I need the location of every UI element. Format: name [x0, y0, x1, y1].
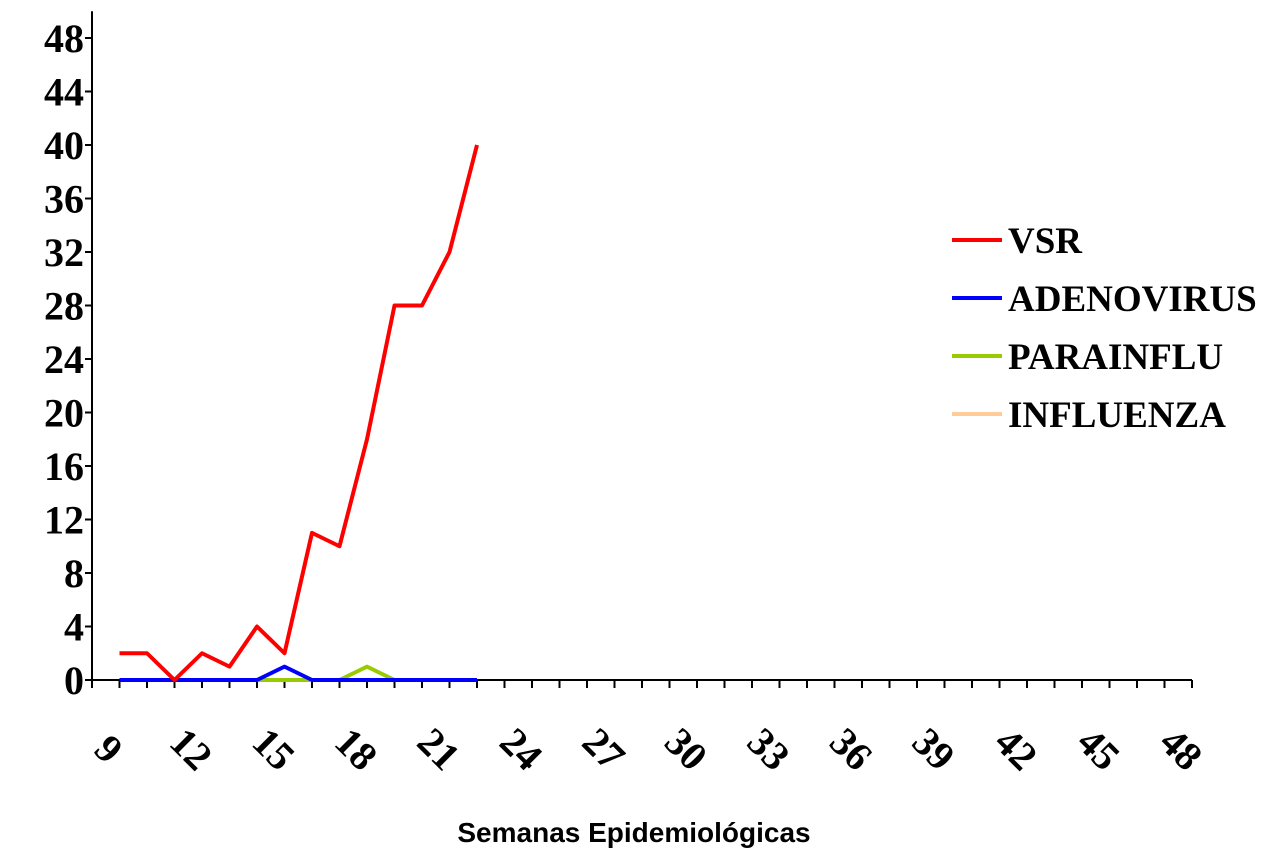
x-tick-label: 18 [326, 719, 386, 779]
x-tick-label: 12 [161, 719, 221, 779]
x-tick-label: 33 [739, 719, 799, 779]
x-axis: 9 12 15 18 21 24 27 30 33 36 39 42 45 48 [86, 679, 1211, 779]
x-tick-label: 9 [86, 726, 132, 772]
y-tick-label: 48 [44, 16, 84, 61]
y-tick-label: 0 [64, 658, 84, 703]
x-tick-label: 42 [986, 719, 1046, 779]
y-tick-label: 40 [44, 123, 84, 168]
y-tick-label: 44 [44, 70, 84, 115]
x-tick-label: 45 [1069, 719, 1129, 779]
series-lines [119, 144, 479, 682]
x-tick-label: 36 [821, 719, 881, 779]
x-tick-label: 30 [656, 719, 716, 779]
y-tick-label: 28 [44, 284, 84, 329]
y-tick-label: 8 [64, 551, 84, 596]
y-tick-label: 12 [44, 498, 84, 543]
legend-label: INFLUENZA [1008, 395, 1226, 436]
series-line-adenovirus [119, 664, 477, 682]
x-tick-label: 27 [574, 719, 634, 779]
x-axis-label: Semanas Epidemiológicas [457, 817, 810, 848]
legend: VSR ADENOVIRUS PARAINFLU INFLUENZA [952, 221, 1257, 436]
y-tick-label: 16 [44, 444, 84, 489]
y-tick-label: 24 [44, 337, 84, 382]
x-tick-label: 21 [409, 719, 469, 779]
x-tick-label: 39 [904, 719, 964, 779]
y-tick-label: 32 [44, 230, 84, 275]
y-tick-label: 4 [64, 605, 84, 650]
series-line-vsr [119, 144, 479, 682]
legend-label: PARAINFLU [1008, 337, 1223, 378]
legend-label: ADENOVIRUS [1008, 279, 1257, 320]
y-tick-label: 20 [44, 391, 84, 436]
x-tick-label: 48 [1151, 719, 1211, 779]
y-tick-label: 36 [44, 177, 84, 222]
legend-label: VSR [1008, 221, 1083, 262]
x-tick-label: 15 [244, 719, 304, 779]
x-tick-label: 24 [491, 719, 551, 779]
